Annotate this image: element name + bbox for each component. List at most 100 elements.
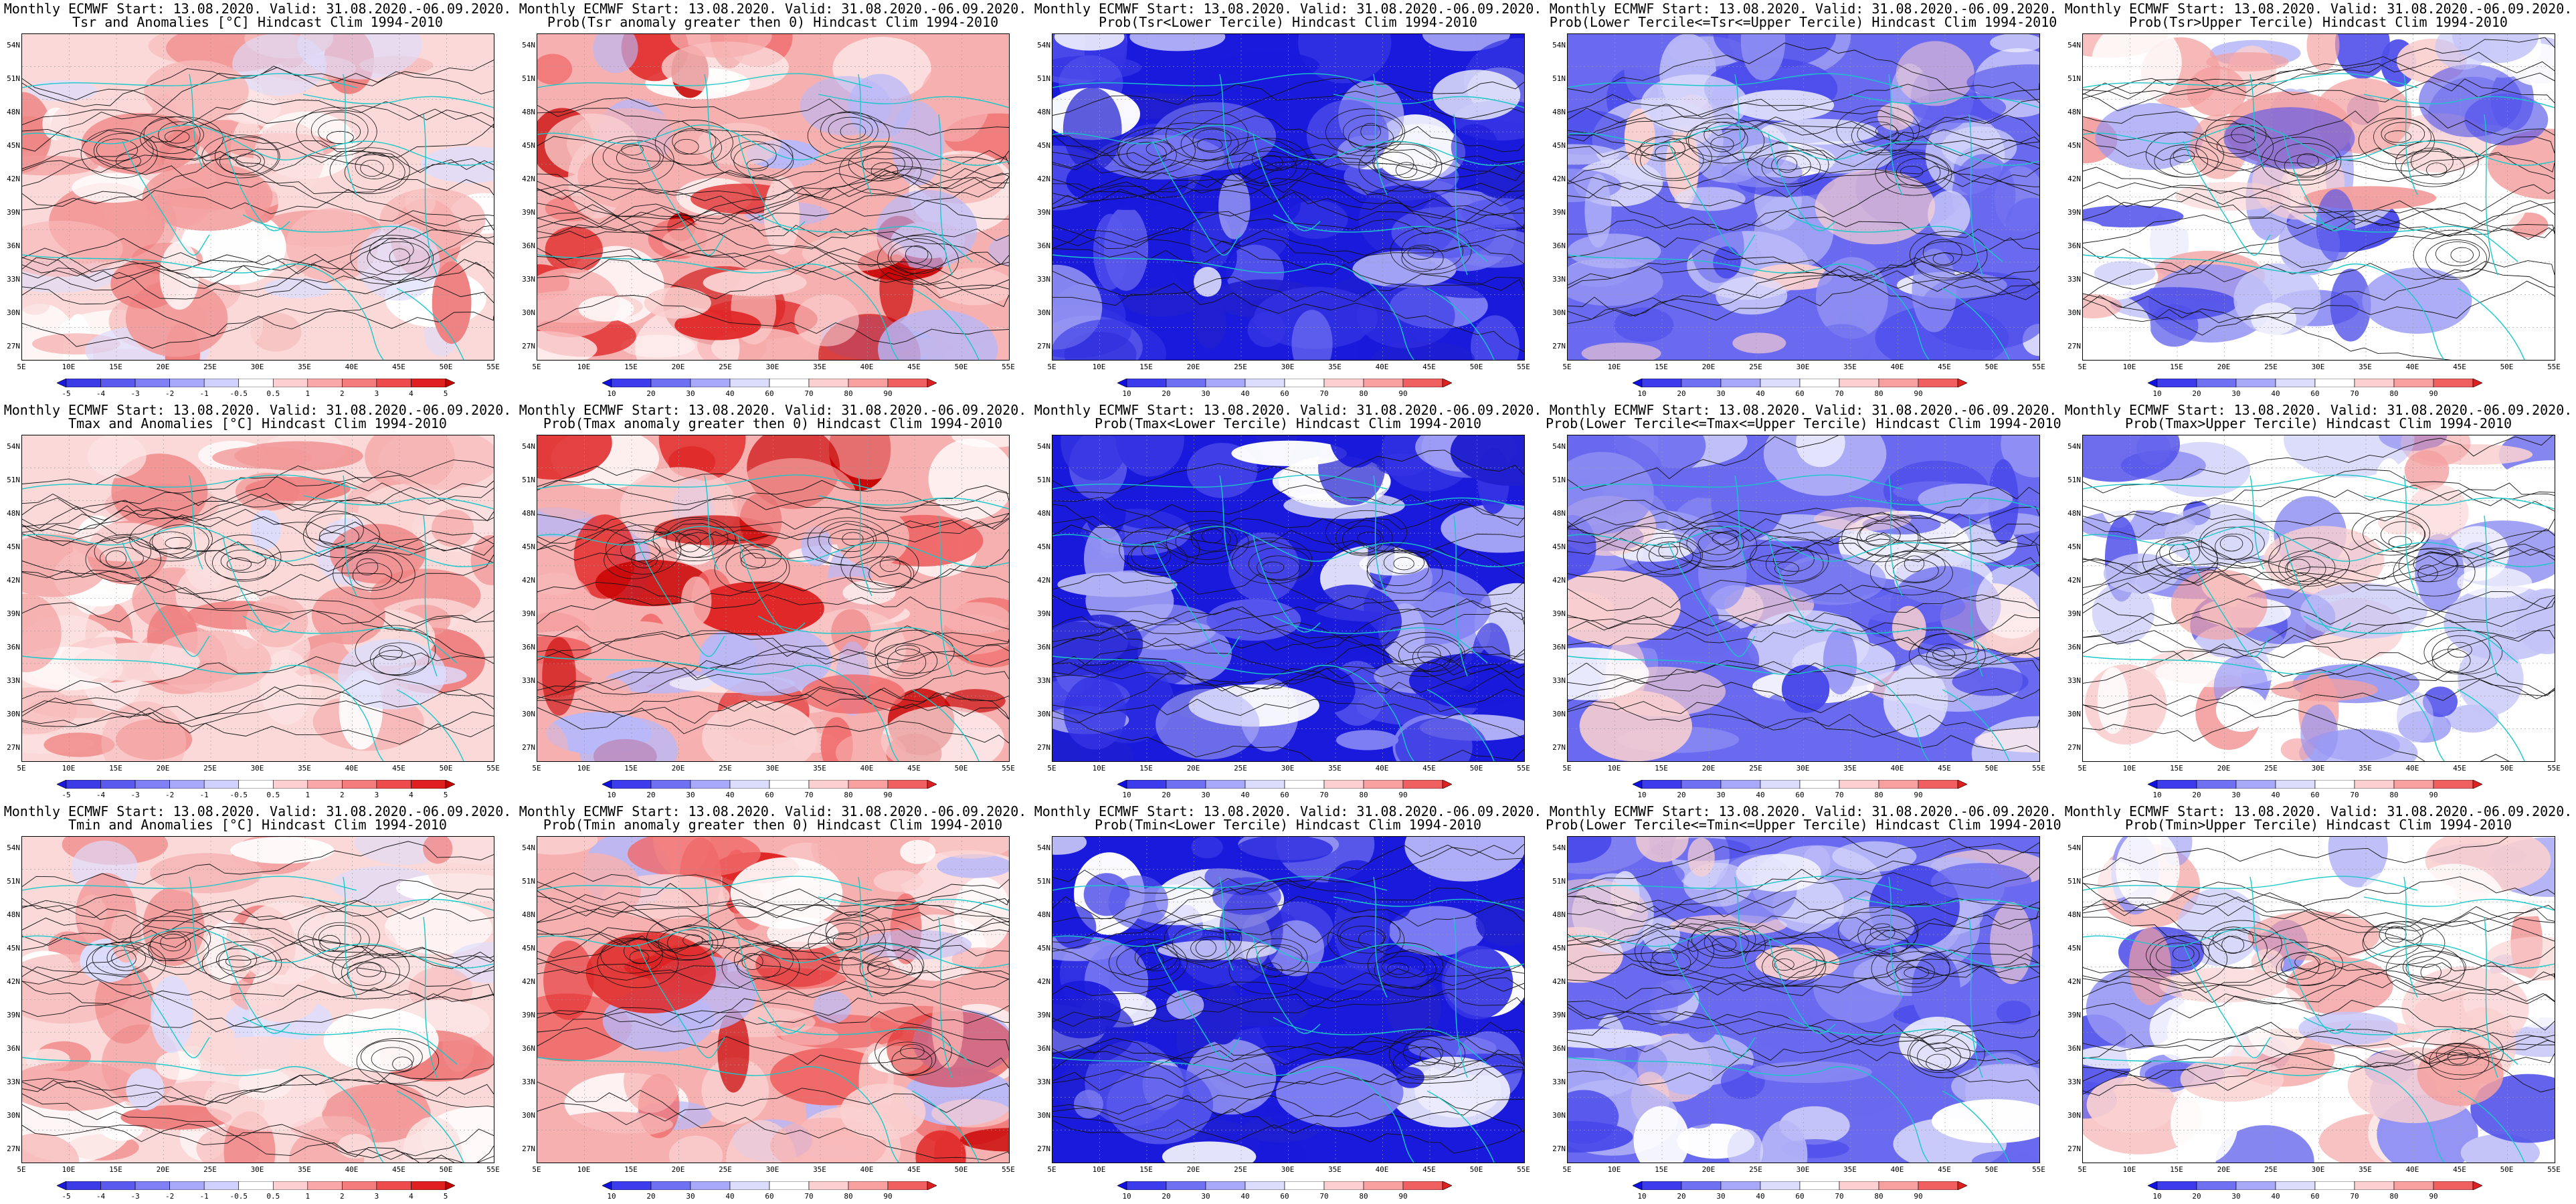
latitude-label: 36N	[2067, 643, 2081, 651]
colorbar-bin	[1633, 780, 1643, 789]
longitude-label: 10E	[1607, 764, 1621, 773]
colorbar-bin	[2148, 1181, 2158, 1190]
colorbar-label: 40	[2271, 791, 2280, 799]
colorbar-label: 1	[305, 1192, 310, 1201]
colorbar-label: -2	[165, 389, 175, 398]
colorbar-label: -2	[165, 1192, 175, 1201]
longitude-label: 50E	[954, 363, 968, 371]
colorbar-bin	[376, 1181, 411, 1190]
colorbar-label: 60	[1795, 1192, 1805, 1201]
colorbar-label: 30	[686, 389, 695, 398]
panel-title: Prob(Tsr anomaly greater then 0) Hindcas…	[547, 14, 999, 30]
colorbar-bin	[808, 780, 849, 789]
longitude-label: 20E	[2217, 363, 2231, 371]
longitude-label: 10E	[1607, 363, 1621, 371]
longitude-label: 10E	[577, 1165, 591, 1174]
latitude-label: 48N	[1552, 108, 1566, 116]
map-panel-tsr-2: Monthly ECMWF Start: 13.08.2020. Valid: …	[515, 0, 1030, 401]
longitude-label: 35E	[2359, 1165, 2372, 1174]
colorbar-label: 0.5	[266, 1192, 280, 1201]
latitude-label: 39N	[1552, 609, 1566, 618]
colorbar-label: 60	[765, 791, 774, 799]
longitude-label: 55E	[1517, 363, 1530, 371]
colorbar-label: -0.5	[229, 791, 248, 799]
latitude-label: 48N	[1037, 910, 1050, 919]
longitude-label: 50E	[1469, 363, 1483, 371]
colorbar-label: 5	[443, 791, 448, 799]
colorbar-bin	[57, 379, 67, 387]
colorbar-bin	[1126, 1181, 1167, 1190]
colorbar-bin	[1839, 1181, 1879, 1190]
colorbar-bin	[1363, 379, 1404, 387]
longitude-label: 30E	[1796, 1165, 1810, 1174]
longitude-label: 10E	[1092, 1165, 1106, 1174]
colorbar-bin	[1442, 780, 1452, 789]
map-area	[2082, 836, 2555, 1163]
colorbar-bin	[690, 780, 731, 789]
longitude-label: 30E	[1281, 1165, 1295, 1174]
latitude-label: 45N	[1037, 542, 1050, 551]
longitude-label: 10E	[62, 764, 76, 773]
longitude-label: 15E	[2170, 1165, 2183, 1174]
colorbar-bin	[1839, 379, 1879, 387]
latitude-label: 42N	[522, 576, 535, 585]
longitude-label: 55E	[2547, 363, 2561, 371]
longitude-label: 5E	[1562, 764, 1572, 773]
longitude-label: 50E	[439, 363, 453, 371]
panel-header: Monthly ECMWF Start: 13.08.2020. Valid: …	[1549, 803, 2057, 819]
map-panel-tmin-5: Monthly ECMWF Start: 13.08.2020. Valid: …	[2061, 803, 2576, 1204]
latitude-label: 33N	[1037, 275, 1050, 284]
longitude-label: 45E	[392, 1165, 405, 1174]
colorbar-bin	[927, 1181, 937, 1190]
latitude-label: 42N	[2067, 175, 2081, 183]
latitude-label: 36N	[1037, 241, 1050, 250]
latitude-label: 27N	[1552, 1144, 1566, 1153]
latitude-label: 39N	[7, 609, 20, 618]
colorbar-bin	[2393, 379, 2434, 387]
colorbar-bin	[2196, 379, 2237, 387]
latitude-label: 39N	[7, 1011, 20, 1019]
latitude-label: 45N	[1552, 141, 1566, 150]
longitude-label: 20E	[671, 764, 685, 773]
panel-header: Monthly ECMWF Start: 13.08.2020. Valid: …	[3, 402, 512, 418]
colorbar-label: 10	[2152, 389, 2162, 398]
colorbar-bin	[2235, 1181, 2276, 1190]
colorbar-label: 70	[804, 791, 814, 799]
colorbar-label: 90	[883, 1192, 893, 1201]
latitude-label: 45N	[522, 141, 535, 150]
colorbar-bin	[134, 379, 170, 387]
panel-title: Prob(Tmax>Upper Tercile) Hindcast Clim 1…	[2125, 415, 2512, 431]
panel-header: Monthly ECMWF Start: 13.08.2020. Valid: …	[3, 803, 512, 819]
latitude-label: 39N	[2067, 1011, 2081, 1019]
colorbar-label: 70	[2350, 1192, 2359, 1201]
latitude-label: 33N	[1037, 1078, 1050, 1086]
colorbar-bin	[650, 1181, 691, 1190]
colorbar-bin	[272, 1181, 308, 1190]
longitude-label: 30E	[765, 764, 779, 773]
latitude-label: 42N	[1037, 576, 1050, 585]
longitude-label: 35E	[1843, 764, 1857, 773]
latitude-label: 42N	[1552, 977, 1566, 986]
colorbar-bin	[2156, 379, 2197, 387]
latitude-label: 45N	[2067, 141, 2081, 150]
map-panel-tsr-1: Monthly ECMWF Start: 13.08.2020. Valid: …	[0, 0, 515, 401]
colorbar-label: 10	[607, 389, 616, 398]
longitude-label: 15E	[109, 764, 122, 773]
colorbar-bin	[808, 1181, 849, 1190]
longitude-label: 35E	[298, 764, 311, 773]
longitude-label: 50E	[439, 764, 453, 773]
colorbar-label: 60	[1280, 791, 1289, 799]
latitude-label: 27N	[1037, 1144, 1050, 1153]
colorbar-bin	[1205, 780, 1246, 789]
colorbar-bin	[2314, 379, 2355, 387]
longitude-label: 55E	[486, 764, 500, 773]
colorbar-label: 20	[1162, 389, 1171, 398]
longitude-label: 5E	[2078, 1165, 2087, 1174]
latitude-label: 30N	[1037, 710, 1050, 718]
colorbar	[1117, 780, 1452, 789]
map-area	[21, 33, 494, 361]
latitude-label: 30N	[2067, 1111, 2081, 1120]
colorbar-label: 40	[1756, 791, 1765, 799]
colorbar-label: 20	[2192, 389, 2201, 398]
